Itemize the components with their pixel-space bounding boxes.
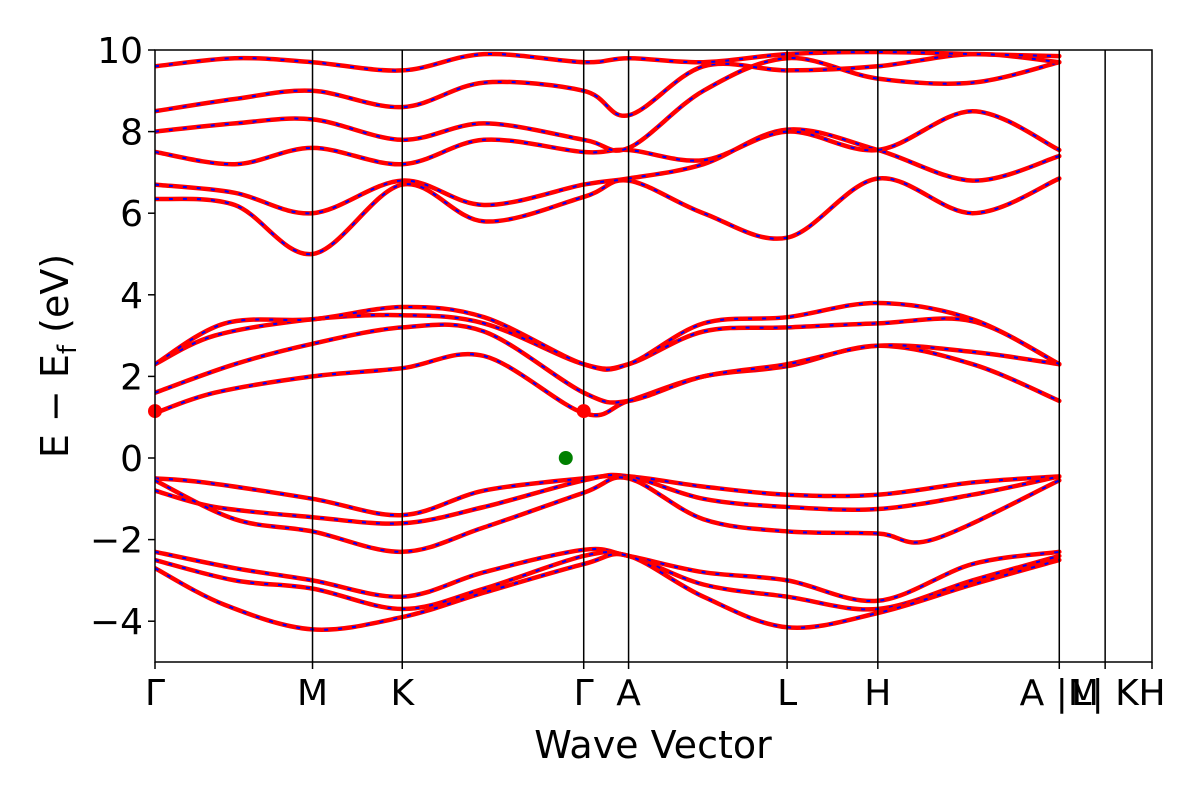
x-tick-label-5: A	[616, 673, 641, 714]
band-11-line	[155, 176, 1062, 257]
band-8-dash	[155, 323, 1060, 404]
x-tick-label-9: L| K	[1072, 673, 1141, 714]
x-tick-label-6: L	[777, 673, 797, 714]
band-14-dash	[155, 57, 1060, 152]
band-5-dash	[155, 551, 1060, 611]
x-tick-label-7: H	[864, 673, 891, 714]
y-axis-label: E − Ef (eV)	[33, 254, 83, 458]
y-tick-label-5: 2	[120, 357, 143, 398]
band-6-line	[155, 551, 1062, 632]
x-tick-label-2: M	[297, 673, 328, 714]
plot-frame	[154, 49, 1153, 663]
y-tick-label-7: −2	[90, 521, 143, 562]
band-16-dash	[155, 50, 1060, 72]
extremum-marker-3	[558, 451, 573, 465]
y-axis-label-unit-space	[33, 333, 77, 345]
band-6-dash	[155, 553, 1060, 631]
band-3-line	[155, 475, 1062, 555]
band-13-line	[155, 108, 1062, 167]
x-axis-label: Wave Vector	[534, 723, 772, 767]
band-12-line	[155, 127, 1062, 216]
band-10-dash	[155, 301, 1060, 371]
y-tick-label-4: 4	[120, 276, 143, 317]
band-12-dash	[155, 128, 1060, 215]
x-tick-label-3: K	[390, 673, 415, 714]
band-8-line	[155, 322, 1062, 405]
band-9-line	[155, 312, 1062, 372]
kpoint-divider-lines	[311, 50, 1106, 662]
band-lines	[155, 50, 1062, 632]
y-tick-label-8: −4	[90, 602, 143, 643]
band-11-dash	[155, 177, 1060, 256]
y-tick-label-6: 0	[120, 439, 143, 480]
y-tick-label-1: 10	[97, 31, 143, 72]
y-axis-ticks: 10 8 6 4 2 0 −2 −4	[90, 31, 155, 643]
y-axis-label-subscript: f	[53, 344, 83, 354]
y-tick-label-3: 6	[120, 194, 143, 235]
y-axis-label-unit: (eV)	[33, 254, 77, 333]
extremum-markers	[148, 404, 591, 465]
x-tick-label-8: A |M	[1020, 673, 1099, 714]
band-10-line	[155, 300, 1062, 372]
x-tick-label-1: Γ	[145, 673, 165, 714]
x-tick-label-4: Γ	[574, 673, 594, 714]
extremum-marker-2	[576, 404, 591, 419]
band-7-line	[155, 343, 1062, 418]
y-tick-label-2: 8	[120, 113, 143, 154]
x-tick-label-10: H	[1138, 673, 1165, 714]
y-axis-label-main: E − E	[33, 354, 77, 458]
